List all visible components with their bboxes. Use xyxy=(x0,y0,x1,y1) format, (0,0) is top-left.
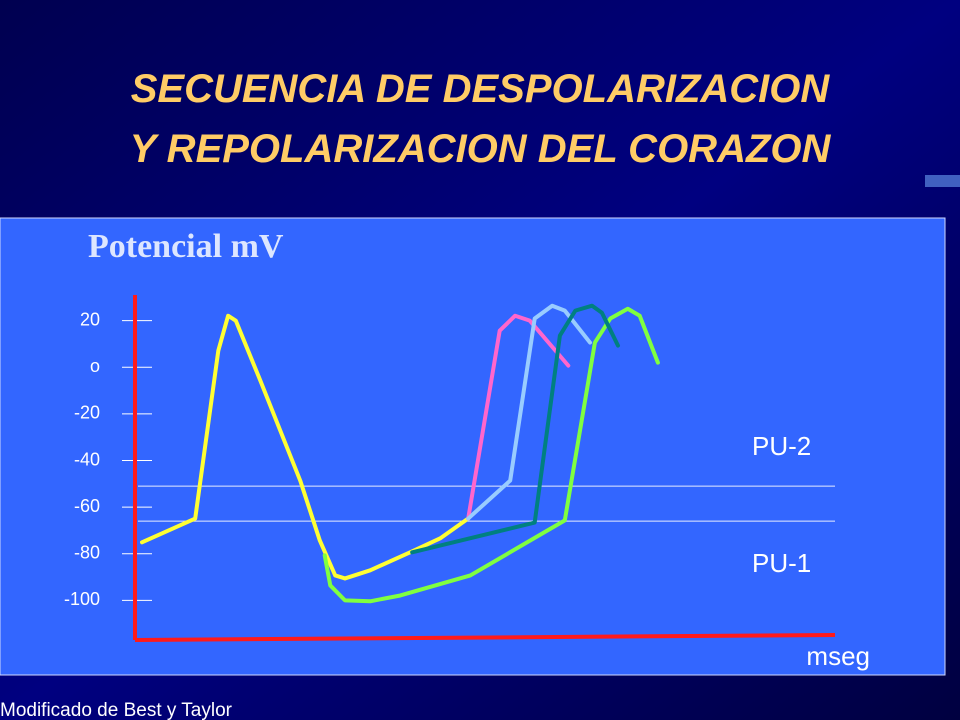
chart-panel xyxy=(0,217,946,676)
y-tick-label: o xyxy=(90,356,100,376)
series-line xyxy=(322,306,660,604)
threshold-label: PU-2 xyxy=(752,431,811,461)
title-line: SECUENCIA DE DESPOLARIZACION xyxy=(131,67,831,111)
y-axis-label: Potencial mV xyxy=(88,228,284,265)
title-line: Y REPOLARIZACION DEL CORAZON xyxy=(130,127,832,171)
series-line xyxy=(140,313,471,581)
source-note: Modificado de Best y Taylor xyxy=(0,700,233,720)
decoration xyxy=(925,175,960,187)
series-line xyxy=(410,303,620,555)
y-tick-label: -100 xyxy=(64,589,100,609)
y-tick-label: -40 xyxy=(74,449,100,469)
series-line xyxy=(466,313,571,521)
x-axis-label: mseg xyxy=(806,641,870,671)
y-tick-label: 20 xyxy=(80,309,100,329)
x-axis xyxy=(134,633,836,642)
threshold-label: PU-1 xyxy=(752,548,811,578)
y-tick-label: -60 xyxy=(74,496,100,516)
y-tick-label: -80 xyxy=(74,543,100,563)
y-tick-label: -20 xyxy=(74,403,100,423)
series-line xyxy=(466,303,592,521)
